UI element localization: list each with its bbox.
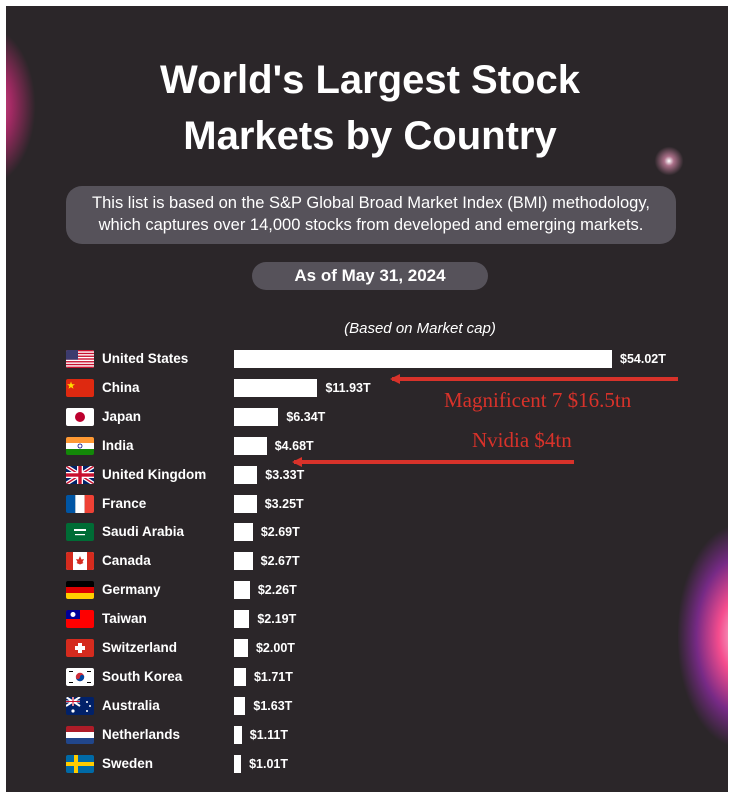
bar <box>234 378 318 397</box>
title-line-2: Markets by Country <box>183 114 557 158</box>
description-box <box>66 186 676 244</box>
category-label: Japan <box>102 408 142 424</box>
flag-icon-jp <box>66 407 94 426</box>
value-label: $3.33T <box>265 467 305 482</box>
value-label: $2.69T <box>260 525 300 540</box>
category-label: Germany <box>102 582 161 598</box>
annotation-magnificent-7: Magnificent 7 $16.5tn <box>444 388 632 412</box>
description-line-1: This list is based on the S&P Global Bro… <box>92 194 650 212</box>
flag-icon-de <box>66 581 94 600</box>
category-label: Australia <box>102 697 160 713</box>
value-label: $54.02T <box>620 352 666 366</box>
title-line-1: World's Largest Stock <box>160 58 580 102</box>
value-label: $2.67T <box>260 554 300 569</box>
category-label: South Korea <box>102 668 183 684</box>
flag-icon-se <box>66 754 94 773</box>
flag-icon-tw <box>66 610 94 629</box>
value-label: $2.00T <box>255 641 295 655</box>
category-label: Switzerland <box>102 640 178 655</box>
flag-icon-ch <box>66 639 94 657</box>
flag-icon-au <box>66 696 94 715</box>
bar <box>234 581 250 600</box>
value-label: $11.93T <box>325 380 371 395</box>
annotation-nvidia: Nvidia $4tn <box>472 428 572 452</box>
bar <box>234 407 279 426</box>
value-label: $1.63T <box>253 698 293 713</box>
bar <box>234 696 246 715</box>
category-label: United States <box>102 351 189 366</box>
flag-icon-ca <box>66 552 94 571</box>
description: This list is based on the S&P Global Bro… <box>66 192 676 236</box>
value-label: $2.26T <box>257 583 297 598</box>
flag-icon-kr <box>66 667 94 686</box>
flag-icon-sa <box>66 523 94 542</box>
value-label: $4.68T <box>274 438 314 453</box>
chart-subtitle: (Based on Market cap) <box>344 320 496 337</box>
category-label: United Kingdom <box>102 466 207 482</box>
value-label: $3.25T <box>264 496 304 511</box>
flag-icon-us <box>66 350 94 368</box>
category-label: Sweden <box>102 755 154 771</box>
bar <box>234 639 248 657</box>
bar <box>234 523 253 542</box>
date-badge: As of May 31, 2024 <box>252 262 488 290</box>
bar <box>234 552 253 571</box>
infographic-panel <box>6 6 728 792</box>
category-label: Canada <box>102 553 151 569</box>
category-label: Saudi Arabia <box>102 524 185 540</box>
flag-icon-uk <box>66 465 94 484</box>
category-label: Taiwan <box>102 611 147 627</box>
value-label: $1.71T <box>253 669 293 684</box>
description-line-2: which captures over 14,000 stocks from d… <box>98 216 644 234</box>
value-label: $6.34T <box>286 409 326 424</box>
category-label: Netherlands <box>102 726 181 742</box>
bar <box>234 725 242 744</box>
bar <box>234 436 267 455</box>
bar <box>234 494 257 513</box>
category-label: China <box>102 379 140 395</box>
bar <box>234 754 242 773</box>
sparkle-icon <box>652 144 686 178</box>
flag-icon-cn <box>66 378 94 397</box>
bar <box>234 667 246 686</box>
category-label: India <box>102 437 134 453</box>
bar <box>234 465 258 484</box>
value-label: $1.01T <box>249 756 288 771</box>
category-label: France <box>102 495 147 511</box>
bar <box>234 610 250 629</box>
value-label: $2.19T <box>257 612 297 627</box>
flag-icon-in <box>66 436 94 455</box>
bar <box>234 350 612 368</box>
flag-icon-fr <box>66 494 94 513</box>
value-label: $1.11T <box>249 727 288 742</box>
flag-icon-nl <box>66 725 94 744</box>
chart-title: World's Largest Stock Markets by Country <box>0 52 740 164</box>
